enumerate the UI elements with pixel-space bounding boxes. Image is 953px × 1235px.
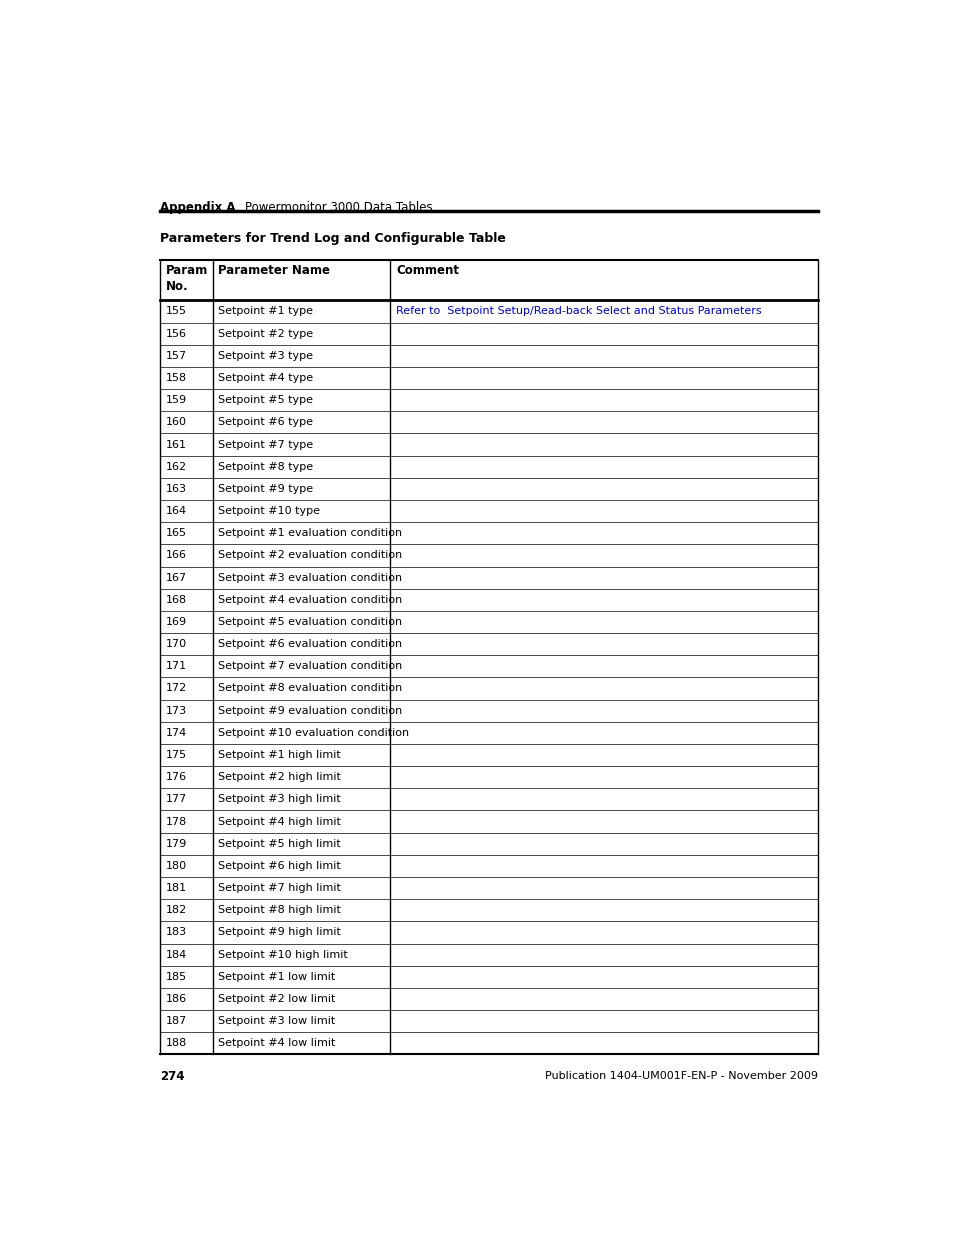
Text: Setpoint #9 high limit: Setpoint #9 high limit (218, 927, 341, 937)
Text: 178: 178 (166, 816, 187, 826)
Text: 181: 181 (166, 883, 187, 893)
Text: Setpoint #8 type: Setpoint #8 type (218, 462, 314, 472)
Text: Param
No.: Param No. (166, 264, 208, 293)
Text: 166: 166 (166, 551, 187, 561)
Text: 159: 159 (166, 395, 187, 405)
Text: Setpoint #5 high limit: Setpoint #5 high limit (218, 839, 341, 848)
Text: 177: 177 (166, 794, 187, 804)
Text: 183: 183 (166, 927, 187, 937)
Text: Setpoint #5 evaluation condition: Setpoint #5 evaluation condition (218, 618, 402, 627)
Text: 184: 184 (166, 950, 187, 960)
Text: Setpoint #3 type: Setpoint #3 type (218, 351, 314, 361)
Text: Setpoint #6 high limit: Setpoint #6 high limit (218, 861, 341, 871)
Text: 160: 160 (166, 417, 187, 427)
Text: Setpoint #9 type: Setpoint #9 type (218, 484, 314, 494)
Text: 185: 185 (166, 972, 187, 982)
Text: Setpoint #7 type: Setpoint #7 type (218, 440, 314, 450)
Text: 180: 180 (166, 861, 187, 871)
Text: Setpoint #1 high limit: Setpoint #1 high limit (218, 750, 341, 760)
Text: 167: 167 (166, 573, 187, 583)
Text: 187: 187 (166, 1016, 187, 1026)
Text: 176: 176 (166, 772, 187, 782)
Text: Setpoint #7 evaluation condition: Setpoint #7 evaluation condition (218, 661, 402, 672)
Text: 179: 179 (166, 839, 187, 848)
Text: 174: 174 (166, 727, 187, 737)
Text: 164: 164 (166, 506, 187, 516)
Text: 173: 173 (166, 705, 187, 715)
Text: 157: 157 (166, 351, 187, 361)
Text: Setpoint #1 evaluation condition: Setpoint #1 evaluation condition (218, 529, 402, 538)
Text: Setpoint #2 low limit: Setpoint #2 low limit (218, 994, 335, 1004)
Text: 188: 188 (166, 1039, 187, 1049)
Text: Setpoint #8 high limit: Setpoint #8 high limit (218, 905, 341, 915)
Text: Publication 1404-UM001F-EN-P - November 2009: Publication 1404-UM001F-EN-P - November … (544, 1071, 817, 1082)
Text: Setpoint #4 high limit: Setpoint #4 high limit (218, 816, 341, 826)
Text: Refer to  Setpoint Setup/Read-back Select and Status Parameters: Refer to Setpoint Setup/Read-back Select… (395, 306, 764, 316)
Text: Setpoint #9 evaluation condition: Setpoint #9 evaluation condition (218, 705, 402, 715)
Text: Parameter Name: Parameter Name (218, 264, 330, 277)
Text: Setpoint #3 low limit: Setpoint #3 low limit (218, 1016, 335, 1026)
Text: Powermonitor 3000 Data Tables: Powermonitor 3000 Data Tables (245, 200, 432, 214)
Text: Comment: Comment (395, 264, 458, 277)
Text: Setpoint #1 type: Setpoint #1 type (218, 306, 314, 316)
Text: Appendix A: Appendix A (160, 200, 235, 214)
Text: Setpoint #4 low limit: Setpoint #4 low limit (218, 1039, 335, 1049)
Text: Setpoint #6 evaluation condition: Setpoint #6 evaluation condition (218, 640, 402, 650)
Text: Setpoint #5 type: Setpoint #5 type (218, 395, 314, 405)
Text: Setpoint #3 high limit: Setpoint #3 high limit (218, 794, 341, 804)
Text: Setpoint #6 type: Setpoint #6 type (218, 417, 314, 427)
Text: Setpoint #2 high limit: Setpoint #2 high limit (218, 772, 341, 782)
Text: Setpoint #10 evaluation condition: Setpoint #10 evaluation condition (218, 727, 409, 737)
Text: Setpoint #4 evaluation condition: Setpoint #4 evaluation condition (218, 595, 402, 605)
Text: Parameters for Trend Log and Configurable Table: Parameters for Trend Log and Configurabl… (160, 232, 505, 245)
Text: Setpoint #10 type: Setpoint #10 type (218, 506, 320, 516)
Text: Setpoint #7 high limit: Setpoint #7 high limit (218, 883, 341, 893)
Text: 170: 170 (166, 640, 187, 650)
Text: 175: 175 (166, 750, 187, 760)
Text: Setpoint #2 evaluation condition: Setpoint #2 evaluation condition (218, 551, 402, 561)
Text: Setpoint #10 high limit: Setpoint #10 high limit (218, 950, 348, 960)
Text: 156: 156 (166, 329, 187, 338)
Text: 158: 158 (166, 373, 187, 383)
Text: 162: 162 (166, 462, 187, 472)
Text: 171: 171 (166, 661, 187, 672)
Text: 155: 155 (166, 306, 187, 316)
Text: Setpoint #3 evaluation condition: Setpoint #3 evaluation condition (218, 573, 402, 583)
Text: 274: 274 (160, 1070, 184, 1083)
Text: 161: 161 (166, 440, 187, 450)
Text: 163: 163 (166, 484, 187, 494)
Text: 172: 172 (166, 683, 187, 694)
Text: 186: 186 (166, 994, 187, 1004)
Text: 182: 182 (166, 905, 187, 915)
Text: Setpoint #1 low limit: Setpoint #1 low limit (218, 972, 335, 982)
Text: 165: 165 (166, 529, 187, 538)
Text: 169: 169 (166, 618, 187, 627)
Text: 168: 168 (166, 595, 187, 605)
Text: Setpoint #4 type: Setpoint #4 type (218, 373, 314, 383)
Text: Setpoint #2 type: Setpoint #2 type (218, 329, 314, 338)
Text: Setpoint #8 evaluation condition: Setpoint #8 evaluation condition (218, 683, 402, 694)
